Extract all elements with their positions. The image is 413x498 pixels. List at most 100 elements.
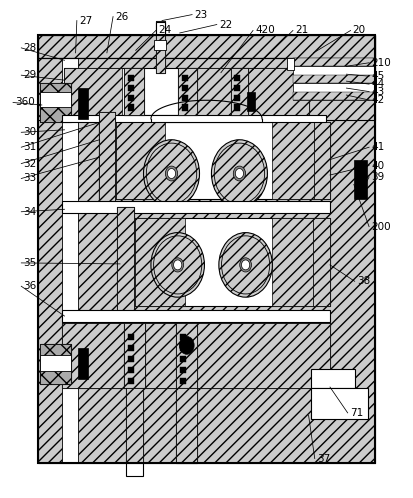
Bar bbox=[62, 324, 330, 388]
Bar bbox=[40, 92, 71, 108]
Bar bbox=[78, 88, 88, 119]
Bar bbox=[40, 344, 71, 384]
Bar bbox=[38, 35, 375, 463]
Bar bbox=[124, 68, 144, 115]
Bar bbox=[293, 75, 375, 83]
Bar bbox=[40, 355, 71, 371]
Bar bbox=[293, 66, 375, 75]
Bar bbox=[354, 160, 368, 199]
Bar bbox=[128, 95, 134, 101]
Bar bbox=[128, 334, 134, 340]
Bar bbox=[156, 21, 164, 35]
Text: 38: 38 bbox=[357, 276, 370, 286]
Circle shape bbox=[151, 233, 204, 297]
Bar bbox=[100, 123, 330, 199]
Bar bbox=[64, 68, 309, 115]
Bar bbox=[128, 345, 134, 351]
Bar bbox=[154, 40, 166, 50]
Text: 23: 23 bbox=[194, 9, 207, 19]
Text: 32: 32 bbox=[23, 158, 37, 169]
Bar bbox=[235, 75, 240, 81]
Bar bbox=[287, 58, 294, 70]
Text: 44: 44 bbox=[371, 79, 385, 89]
Text: 37: 37 bbox=[317, 454, 330, 464]
Bar bbox=[128, 75, 134, 81]
Text: 26: 26 bbox=[115, 11, 128, 21]
Bar bbox=[176, 388, 197, 463]
Bar bbox=[235, 105, 240, 111]
Bar bbox=[117, 207, 135, 316]
Bar bbox=[124, 324, 145, 388]
Bar bbox=[293, 92, 375, 100]
Bar bbox=[235, 85, 240, 91]
Bar bbox=[126, 388, 143, 463]
Bar bbox=[247, 92, 255, 111]
Bar bbox=[128, 356, 134, 362]
Bar bbox=[38, 35, 375, 463]
Text: 41: 41 bbox=[371, 142, 385, 152]
Bar bbox=[126, 463, 143, 477]
Text: 28: 28 bbox=[23, 43, 37, 53]
Bar bbox=[38, 58, 375, 120]
Bar bbox=[78, 348, 88, 379]
Bar bbox=[311, 369, 355, 388]
Bar bbox=[40, 83, 71, 123]
Bar bbox=[124, 68, 144, 115]
Text: 71: 71 bbox=[350, 408, 363, 418]
Bar bbox=[62, 115, 326, 123]
Text: 27: 27 bbox=[79, 15, 92, 25]
Bar bbox=[64, 68, 122, 115]
Text: 22: 22 bbox=[219, 19, 232, 29]
Text: 29: 29 bbox=[23, 70, 37, 80]
Bar bbox=[182, 68, 309, 115]
Bar bbox=[182, 75, 188, 81]
Bar bbox=[176, 388, 197, 463]
Text: 39: 39 bbox=[371, 172, 385, 182]
Bar bbox=[62, 201, 330, 213]
Circle shape bbox=[165, 166, 178, 181]
Circle shape bbox=[219, 233, 272, 297]
Bar bbox=[38, 35, 375, 463]
Text: 36: 36 bbox=[23, 281, 37, 291]
Bar bbox=[99, 113, 115, 209]
Bar bbox=[180, 356, 185, 362]
Bar bbox=[180, 345, 185, 351]
Bar bbox=[176, 324, 197, 388]
Bar bbox=[156, 20, 164, 73]
Bar bbox=[100, 123, 116, 199]
Bar bbox=[117, 207, 135, 316]
Text: 20: 20 bbox=[353, 25, 366, 35]
Text: 35: 35 bbox=[23, 258, 37, 268]
Text: 45: 45 bbox=[371, 71, 385, 81]
Bar bbox=[231, 68, 249, 115]
Bar bbox=[38, 35, 375, 58]
Bar bbox=[176, 324, 197, 388]
Circle shape bbox=[144, 140, 199, 207]
Bar bbox=[40, 344, 71, 384]
Bar bbox=[116, 123, 165, 199]
Bar bbox=[272, 123, 313, 199]
Bar bbox=[128, 105, 134, 111]
Bar bbox=[128, 367, 134, 373]
Text: 42: 42 bbox=[371, 95, 385, 105]
Bar bbox=[180, 367, 185, 373]
Circle shape bbox=[173, 260, 182, 270]
Bar bbox=[178, 68, 197, 115]
Bar bbox=[313, 218, 330, 306]
Bar bbox=[128, 85, 134, 91]
Text: 34: 34 bbox=[23, 207, 37, 217]
Bar bbox=[38, 58, 375, 120]
Bar bbox=[313, 123, 330, 199]
Bar bbox=[62, 324, 330, 388]
Bar bbox=[293, 58, 375, 66]
Bar bbox=[180, 377, 185, 384]
Bar bbox=[124, 324, 145, 388]
Bar bbox=[118, 218, 330, 306]
Bar bbox=[62, 58, 78, 463]
Bar bbox=[293, 92, 375, 100]
Bar bbox=[235, 95, 240, 101]
Bar bbox=[38, 35, 375, 58]
Circle shape bbox=[211, 140, 268, 207]
Bar bbox=[231, 68, 249, 115]
Text: 21: 21 bbox=[295, 25, 308, 35]
